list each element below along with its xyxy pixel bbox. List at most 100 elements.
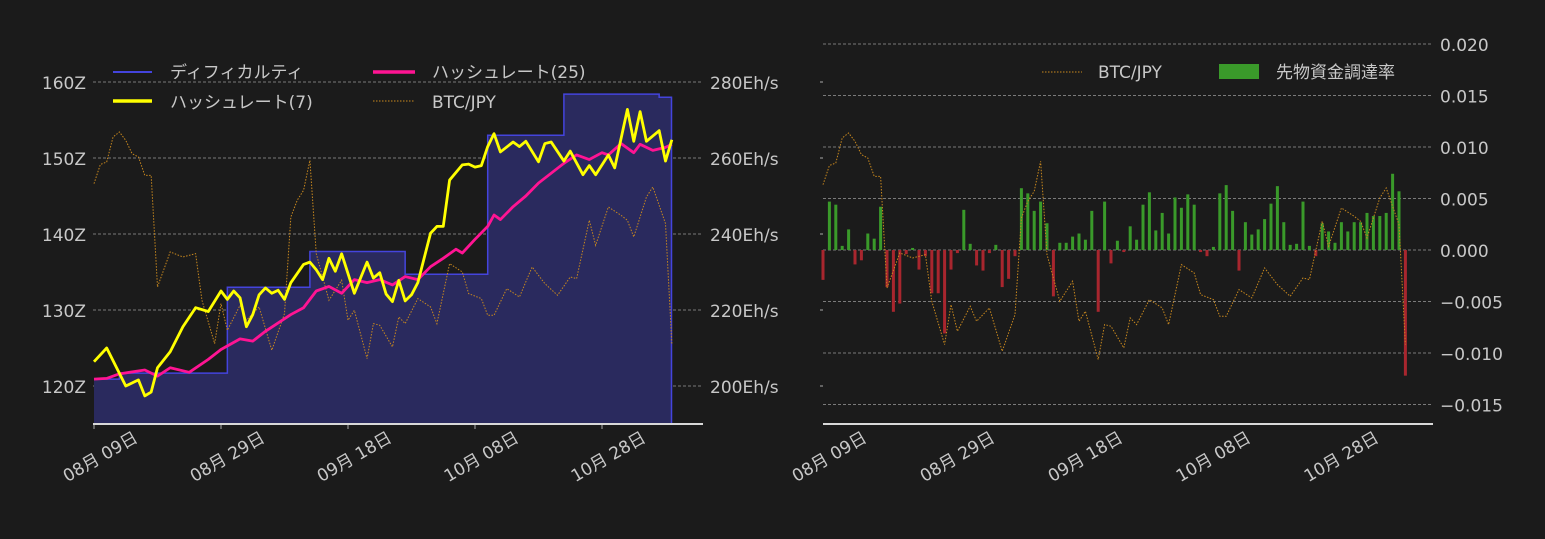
funding-rate-bar xyxy=(1397,191,1401,250)
funding-rate-chart: 0.020 0.015 0.010 0.005 0.000 −0.005 −0.010 −0.… xyxy=(789,36,1503,487)
funding-rate-bar xyxy=(1096,250,1100,312)
funding-rate-bar xyxy=(891,250,895,312)
x-tick-label: 08月 29日 xyxy=(187,428,269,487)
funding-rate-bar xyxy=(1371,216,1375,250)
funding-rate-bar xyxy=(885,250,889,288)
funding-rate-bar xyxy=(834,204,838,250)
y-left-tick-label: 130Z xyxy=(42,302,86,322)
funding-rate-bar xyxy=(994,244,998,250)
funding-rate-bar xyxy=(1199,250,1203,253)
funding-rate-bar xyxy=(1250,234,1254,250)
funding-rate-bar xyxy=(962,209,966,250)
btc-jpy-line xyxy=(822,132,1406,360)
funding-rate-bar xyxy=(1141,204,1145,250)
funding-rate-bar xyxy=(1211,246,1215,250)
x-tick-label: 09月 18日 xyxy=(314,428,396,487)
funding-rate-bar xyxy=(1039,201,1043,250)
funding-rate-bar xyxy=(853,250,857,265)
funding-rate-bar xyxy=(1243,222,1247,250)
x-tick-label: 08月 29日 xyxy=(917,428,999,487)
funding-rate-bar xyxy=(827,201,831,250)
funding-rate-bar xyxy=(1083,239,1087,250)
funding-rate-bar xyxy=(1288,244,1292,250)
x-tick-label: 10月 28日 xyxy=(568,428,650,487)
funding-rate-bar xyxy=(1007,250,1011,279)
funding-rate-bar xyxy=(1071,236,1075,250)
funding-rate-bar xyxy=(1365,212,1369,250)
funding-rate-bar xyxy=(1339,222,1343,250)
y-right-tick-label: 280Eh/s xyxy=(710,74,779,94)
funding-rate-bar xyxy=(1192,204,1196,250)
funding-rate-bar xyxy=(1032,210,1036,250)
funding-rate-bar xyxy=(1173,197,1177,250)
y-right-tick-label: 240Eh/s xyxy=(710,226,779,246)
y-right-tick-label: 0.015 xyxy=(1440,88,1489,108)
funding-rate-bar xyxy=(1077,233,1081,250)
funding-rate-bar xyxy=(1333,242,1337,250)
legend-funding-swatch xyxy=(1219,64,1259,79)
funding-rate-bar xyxy=(898,250,902,304)
legend-btc-label: BTC/JPY xyxy=(432,93,497,113)
x-tick-label: 10月 08日 xyxy=(441,428,523,487)
funding-rate-bar xyxy=(1122,250,1126,253)
legend-hashrate7-label: ハッシュレート(7) xyxy=(170,93,313,113)
funding-rate-bar xyxy=(1154,230,1158,250)
x-tick-label: 08月 09日 xyxy=(60,428,142,487)
funding-rate-bar xyxy=(1147,192,1151,250)
funding-rate-bar xyxy=(904,250,908,255)
funding-rate-bar xyxy=(1263,219,1267,250)
funding-rate-bar xyxy=(847,229,851,250)
y-left-tick-label: 120Z xyxy=(42,378,86,398)
funding-rate-bar xyxy=(866,233,870,250)
funding-rate-bar xyxy=(1160,212,1164,250)
funding-rate-bar xyxy=(923,250,927,257)
funding-rate-bar xyxy=(840,245,844,250)
funding-rate-bar xyxy=(1186,194,1190,250)
funding-rate-bar xyxy=(1218,193,1222,250)
funding-rate-bar xyxy=(1295,243,1299,250)
funding-rate-bar xyxy=(1352,222,1356,250)
funding-rate-bar xyxy=(943,250,947,334)
funding-rate-bar xyxy=(968,243,972,250)
funding-rate-bar xyxy=(987,250,991,254)
funding-rate-bar xyxy=(1275,186,1279,250)
x-tick-label: 09月 18日 xyxy=(1045,428,1127,487)
funding-rate-bar xyxy=(1128,226,1132,250)
funding-rate-bar xyxy=(975,250,979,266)
y-right-tick-label: 200Eh/s xyxy=(710,378,779,398)
funding-rate-bar xyxy=(1115,240,1119,250)
funding-rate-bar xyxy=(1103,201,1107,250)
funding-rate-bar xyxy=(1179,207,1183,250)
funding-rate-bar xyxy=(1314,250,1318,257)
funding-rate-bar xyxy=(879,206,883,250)
legend-btc-label: BTC/JPY xyxy=(1098,63,1163,83)
y-right-tick-label: 260Eh/s xyxy=(710,150,779,170)
funding-rate-bar xyxy=(1391,173,1395,250)
funding-rate-bar xyxy=(1058,242,1062,250)
y-left-tick-label: 140Z xyxy=(42,226,86,246)
funding-rate-bar xyxy=(1301,201,1305,250)
funding-rate-bar xyxy=(1051,250,1055,297)
right-legend: BTC/JPY 先物資金調達率 xyxy=(1042,63,1395,83)
funding-rate-bar xyxy=(1359,222,1363,250)
funding-rate-bar xyxy=(1346,231,1350,250)
funding-rate-bar xyxy=(1019,188,1023,250)
y-left-tick-label: 150Z xyxy=(42,150,86,170)
legend-funding-label: 先物資金調達率 xyxy=(1276,63,1395,83)
x-tick-label: 10月 28日 xyxy=(1301,428,1383,487)
funding-rate-bar xyxy=(1224,185,1228,250)
funding-rate-bar xyxy=(872,238,876,250)
funding-rate-bar xyxy=(955,250,959,254)
funding-rate-bar xyxy=(1026,193,1030,250)
funding-rate-bar xyxy=(1307,245,1311,250)
funding-rate-bar xyxy=(1064,242,1068,250)
funding-rate-bar xyxy=(981,250,985,271)
funding-rate-bar xyxy=(1320,223,1324,250)
funding-rate-bar xyxy=(1327,231,1331,250)
funding-rate-bar xyxy=(821,250,825,280)
left-legend: ディフィカルティ ハッシュレート(25) ハッシュレート(7) BTC/JPY xyxy=(113,62,586,113)
y-right-tick-label: −0.005 xyxy=(1440,294,1503,314)
funding-rate-bar xyxy=(949,250,953,270)
x-tick-label: 10月 08日 xyxy=(1173,428,1255,487)
